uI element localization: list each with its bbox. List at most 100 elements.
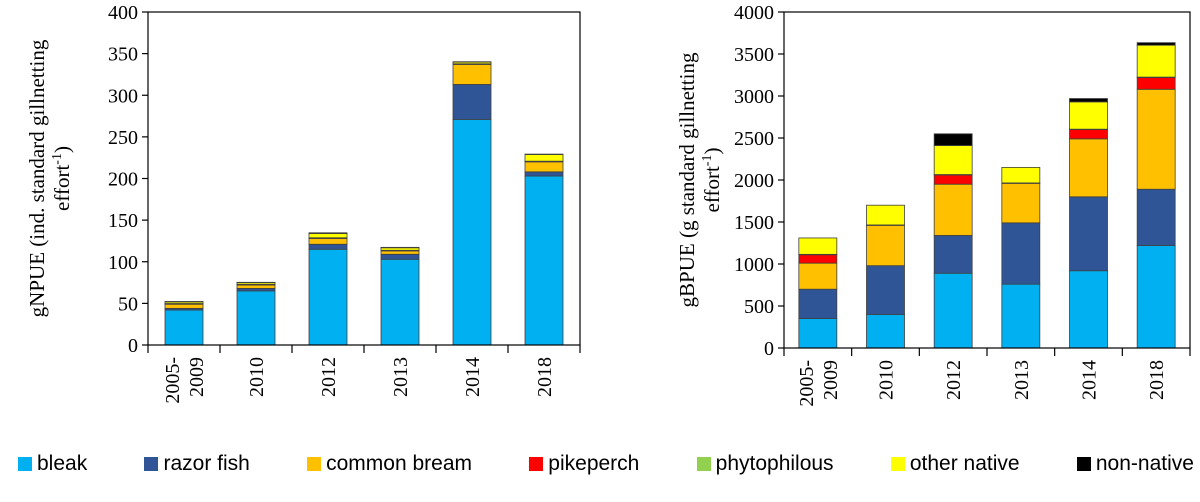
bar-common-bream-1 — [866, 224, 905, 267]
bar-other-native-3 — [1001, 166, 1041, 184]
y-axis-label-line1: gBPUE (g standard gillnetting — [675, 52, 699, 307]
legend-swatch — [307, 457, 322, 471]
bar-common-bream-1 — [236, 284, 276, 289]
legend-swatch — [1076, 457, 1091, 471]
bar-bleak-0 — [164, 309, 204, 346]
bar-bleak-1 — [236, 290, 276, 346]
y-axis-label-line1: gNPUE (ind. standard gillnetting — [25, 39, 49, 317]
bar-pikeperch-4 — [1069, 129, 1108, 140]
bar-other-native-2 — [933, 145, 973, 175]
bar-common-bream-4 — [452, 64, 492, 85]
legend-item-phytophilous: phytophilous — [696, 452, 834, 476]
x-tick-label: 2018 — [1146, 360, 1168, 400]
bar-non-native-5 — [1136, 42, 1176, 46]
bar-common-bream-2 — [308, 238, 348, 245]
y-tick-label: 3500 — [734, 44, 774, 66]
legend-swatch — [18, 457, 32, 471]
bar-razor-fish-5 — [1136, 188, 1176, 246]
x-tick-label: 2005- — [162, 357, 184, 404]
x-tick-label: 2014 — [1079, 360, 1101, 400]
x-tick-label: 2014 — [462, 357, 484, 397]
bar-razor-fish-4 — [1069, 196, 1108, 272]
bar-common-bream-5 — [524, 161, 564, 173]
plot-frame — [783, 11, 1191, 349]
bar-bleak-3 — [1001, 283, 1041, 349]
y-tick-label: 250 — [108, 127, 138, 149]
bar-other-native-4 — [1069, 101, 1108, 130]
y-tick-label: 100 — [108, 252, 138, 274]
bar-razor-fish-5 — [524, 171, 564, 177]
y-tick-label: 2000 — [734, 170, 774, 192]
bar-razor-fish-3 — [380, 253, 420, 260]
y-tick-label: 50 — [118, 293, 138, 315]
bar-non-native-2 — [933, 133, 973, 146]
legend-item-non-native: non-native — [1076, 452, 1194, 476]
legend-swatch — [696, 457, 711, 471]
y-tick-label: 4000 — [734, 2, 774, 24]
x-tick-label: 2018 — [534, 357, 556, 397]
bar-common-bream-0 — [798, 262, 838, 290]
bar-other-native-5 — [524, 154, 564, 162]
legend-swatch — [529, 457, 544, 471]
x-tick-label: 2013 — [1011, 360, 1033, 400]
bar-common-bream-2 — [933, 183, 973, 236]
bar-bleak-0 — [798, 318, 838, 349]
y-axis-label-line2: effort-1) — [700, 148, 724, 213]
bar-common-bream-3 — [380, 250, 420, 255]
x-tick-label: 2010 — [246, 357, 268, 397]
bar-bleak-5 — [524, 175, 564, 346]
bar-razor-fish-3 — [1001, 222, 1041, 285]
legend-item-bleak: bleak — [18, 452, 87, 476]
legend-label: razor fish — [163, 452, 250, 475]
legend-label: other native — [909, 452, 1020, 475]
plot-frame — [147, 11, 581, 346]
bar-razor-fish-0 — [798, 288, 838, 320]
bar-razor-fish-2 — [933, 235, 973, 274]
bar-bleak-3 — [380, 258, 420, 346]
bar-common-bream-3 — [1001, 182, 1041, 224]
bar-bleak-4 — [1069, 270, 1108, 349]
bar-razor-fish-4 — [452, 84, 492, 120]
legend-label: common bream — [326, 452, 473, 475]
bar-razor-fish-1 — [866, 265, 905, 315]
legend-swatch — [890, 457, 905, 471]
x-tick-label: 2009 — [820, 360, 842, 400]
bar-bleak-5 — [1136, 245, 1176, 349]
y-tick-label: 1000 — [734, 254, 774, 276]
legend-label: pikeperch — [548, 452, 640, 475]
bar-other-native-2 — [308, 233, 348, 239]
x-tick-label: 2012 — [318, 357, 340, 397]
bar-bleak-4 — [452, 118, 492, 346]
x-tick-label: 2013 — [390, 357, 412, 397]
legend: bleak razor fish common bream pikeperch phyt… — [18, 444, 1194, 484]
x-tick-label: 2012 — [943, 360, 965, 400]
legend-swatch — [144, 457, 159, 471]
x-tick-label: 2010 — [876, 360, 898, 400]
legend-item-pikeperch: pikeperch — [529, 452, 639, 476]
legend-item-razor-fish: razor fish — [144, 452, 250, 476]
x-tick-label: 2005- — [796, 360, 818, 407]
y-tick-label: 2500 — [734, 128, 774, 150]
y-tick-label: 350 — [108, 44, 138, 66]
bar-pikeperch-0 — [798, 254, 838, 264]
y-tick-label: 500 — [744, 296, 774, 318]
bar-common-bream-4 — [1069, 138, 1108, 198]
bar-other-native-5 — [1136, 44, 1176, 78]
y-axis-label-line2: effort-1) — [50, 146, 74, 211]
y-tick-label: 3000 — [734, 86, 774, 108]
x-tick-label: 2009 — [186, 357, 208, 397]
chart-gnpue: 0 50 100 150 200 250 300 350 400 2005- 2009 2010 201… — [25, 2, 581, 404]
y-tick-label: 300 — [108, 85, 138, 107]
y-tick-label: 150 — [108, 210, 138, 232]
chart-gbpue: 0 500 1000 1500 2000 2500 3000 3500 4000 2005- 200… — [675, 2, 1191, 407]
bar-non-native-2 — [308, 232, 348, 235]
legend-label: bleak — [37, 452, 88, 475]
legend-item-common-bream: common bream — [307, 452, 472, 476]
y-tick-label: 400 — [108, 2, 138, 24]
legend-label: non-native — [1095, 452, 1194, 475]
bar-bleak-2 — [933, 272, 973, 349]
y-tick-label: 1500 — [734, 212, 774, 234]
bar-non-native-4 — [1069, 98, 1108, 103]
bar-other-native-1 — [866, 204, 905, 226]
